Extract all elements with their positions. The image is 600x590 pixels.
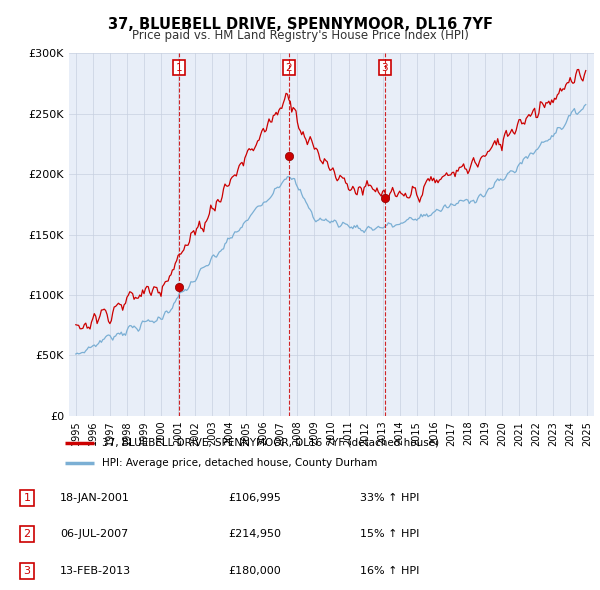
Text: £180,000: £180,000 [228,566,281,576]
Text: £214,950: £214,950 [228,529,281,539]
Text: 06-JUL-2007: 06-JUL-2007 [60,529,128,539]
Text: 37, BLUEBELL DRIVE, SPENNYMOOR, DL16 7YF (detached house): 37, BLUEBELL DRIVE, SPENNYMOOR, DL16 7YF… [101,438,439,448]
Text: 18-JAN-2001: 18-JAN-2001 [60,493,130,503]
Text: 37, BLUEBELL DRIVE, SPENNYMOOR, DL16 7YF: 37, BLUEBELL DRIVE, SPENNYMOOR, DL16 7YF [107,17,493,31]
Text: £106,995: £106,995 [228,493,281,503]
Text: Price paid vs. HM Land Registry's House Price Index (HPI): Price paid vs. HM Land Registry's House … [131,30,469,42]
Text: 2: 2 [23,529,31,539]
Text: 16% ↑ HPI: 16% ↑ HPI [360,566,419,576]
Text: 13-FEB-2013: 13-FEB-2013 [60,566,131,576]
Text: 33% ↑ HPI: 33% ↑ HPI [360,493,419,503]
Text: 3: 3 [382,63,388,73]
Text: 15% ↑ HPI: 15% ↑ HPI [360,529,419,539]
Text: 3: 3 [23,566,31,576]
Text: 1: 1 [176,63,182,73]
Text: HPI: Average price, detached house, County Durham: HPI: Average price, detached house, Coun… [101,458,377,468]
Text: 2: 2 [286,63,292,73]
Text: 1: 1 [23,493,31,503]
